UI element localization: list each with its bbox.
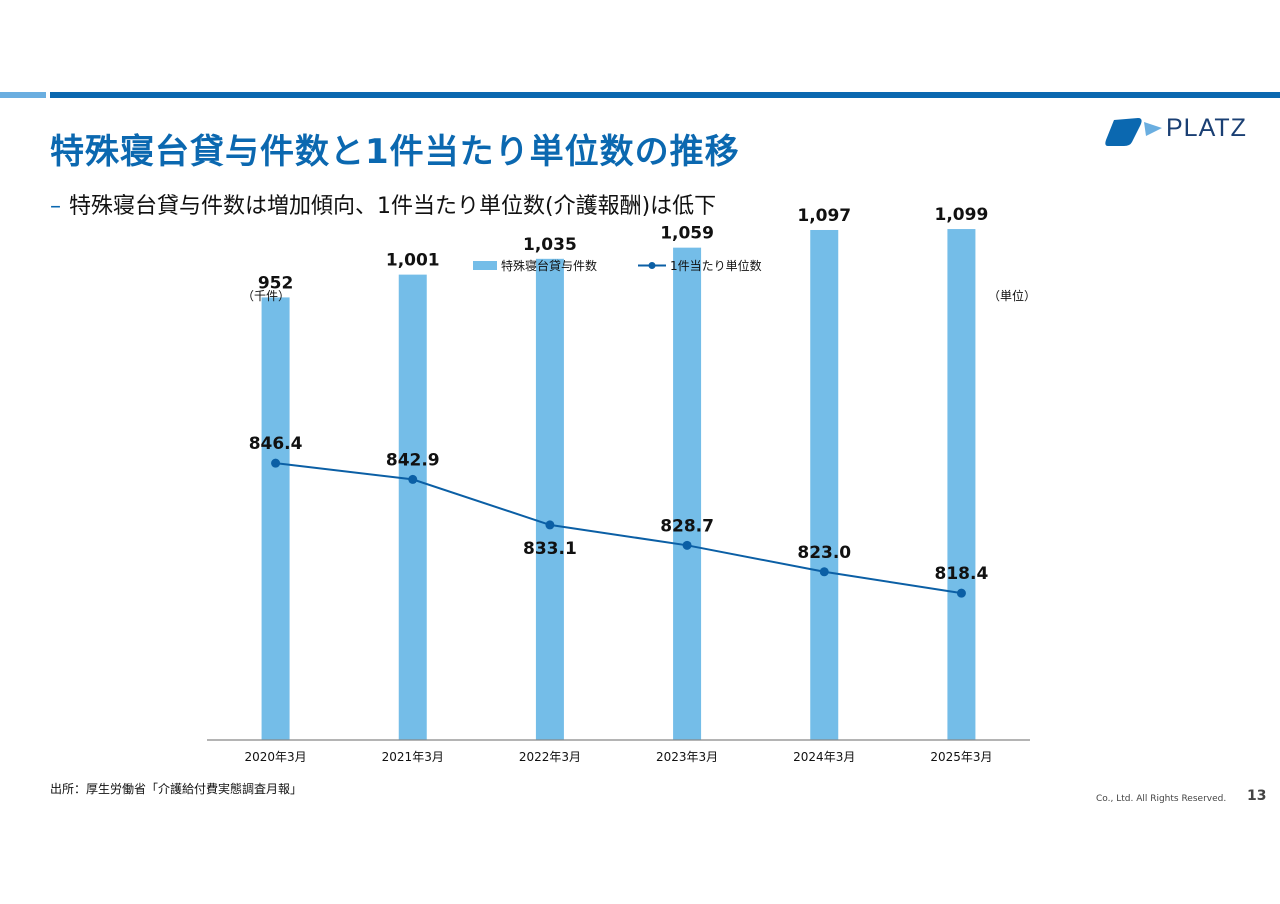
- subtitle-text: 特殊寝台貸与件数は増加傾向、1件当たり単位数(介護報酬)は低下: [69, 194, 717, 219]
- x-tick-label-0: 2020年3月: [244, 750, 306, 764]
- line-label-2: 833.1: [523, 539, 577, 559]
- bar-label-1: 1,001: [386, 251, 440, 271]
- header-accent-bar-light: [0, 92, 46, 98]
- header-accent-bar: [50, 92, 1280, 98]
- line-label-1: 842.9: [386, 450, 440, 470]
- logo-text: PLATZ: [1166, 114, 1247, 142]
- line-label-5: 818.4: [935, 564, 989, 584]
- platz-logo-icon: [1105, 118, 1162, 146]
- subtitle-dash: –: [50, 194, 61, 219]
- bar-label-4: 1,097: [797, 206, 851, 226]
- bar-label-2: 1,035: [523, 235, 577, 255]
- line-point-2: [545, 520, 555, 530]
- bar-4: [810, 229, 839, 741]
- copyright: Co., Ltd. All Rights Reserved.: [1096, 794, 1227, 804]
- x-tick-label-4: 2024年3月: [793, 750, 855, 764]
- legend-swatch-marker: [648, 262, 656, 269]
- line-label-0: 846.4: [249, 434, 303, 454]
- x-tick-label-5: 2025年3月: [930, 750, 992, 764]
- line-point-3: [682, 540, 692, 550]
- legend-label-bar: 特殊寝台貸与件数: [501, 258, 597, 273]
- page-title: 特殊寝台貸与件数と1件当たり単位数の推移: [50, 132, 740, 172]
- bar-2: [535, 258, 564, 740]
- page-number: 13: [1247, 788, 1267, 804]
- line-label-3: 828.7: [660, 516, 714, 536]
- right-axis-unit: （単位）: [988, 288, 1036, 303]
- source-note: 出所：厚生労働省「介護給付費実態調査月報」: [50, 782, 303, 796]
- bar-label-5: 1,099: [935, 205, 989, 225]
- x-tick-label-1: 2021年3月: [382, 750, 444, 764]
- bar-5: [947, 229, 976, 740]
- bar-3: [673, 247, 702, 740]
- bar-label-0: 952: [258, 273, 294, 293]
- line-point-5: [956, 588, 966, 598]
- x-tick-label-3: 2023年3月: [656, 750, 718, 764]
- line-point-4: [819, 567, 829, 577]
- legend-label-line: 1件当たり単位数: [670, 258, 762, 273]
- x-tick-label-2: 2022年3月: [519, 750, 581, 764]
- bar-0: [261, 297, 290, 740]
- bar-label-3: 1,059: [660, 224, 714, 244]
- line-label-4: 823.0: [797, 543, 851, 563]
- page-subtitle: – 特殊寝台貸与件数は増加傾向、1件当たり単位数(介護報酬)は低下: [50, 188, 716, 220]
- legend-swatch-bar: [473, 261, 497, 270]
- line-point-1: [408, 474, 418, 484]
- line-series: [275, 462, 962, 595]
- line-point-0: [271, 458, 281, 468]
- left-axis-unit: （千件）: [242, 289, 290, 303]
- bar-1: [398, 274, 427, 740]
